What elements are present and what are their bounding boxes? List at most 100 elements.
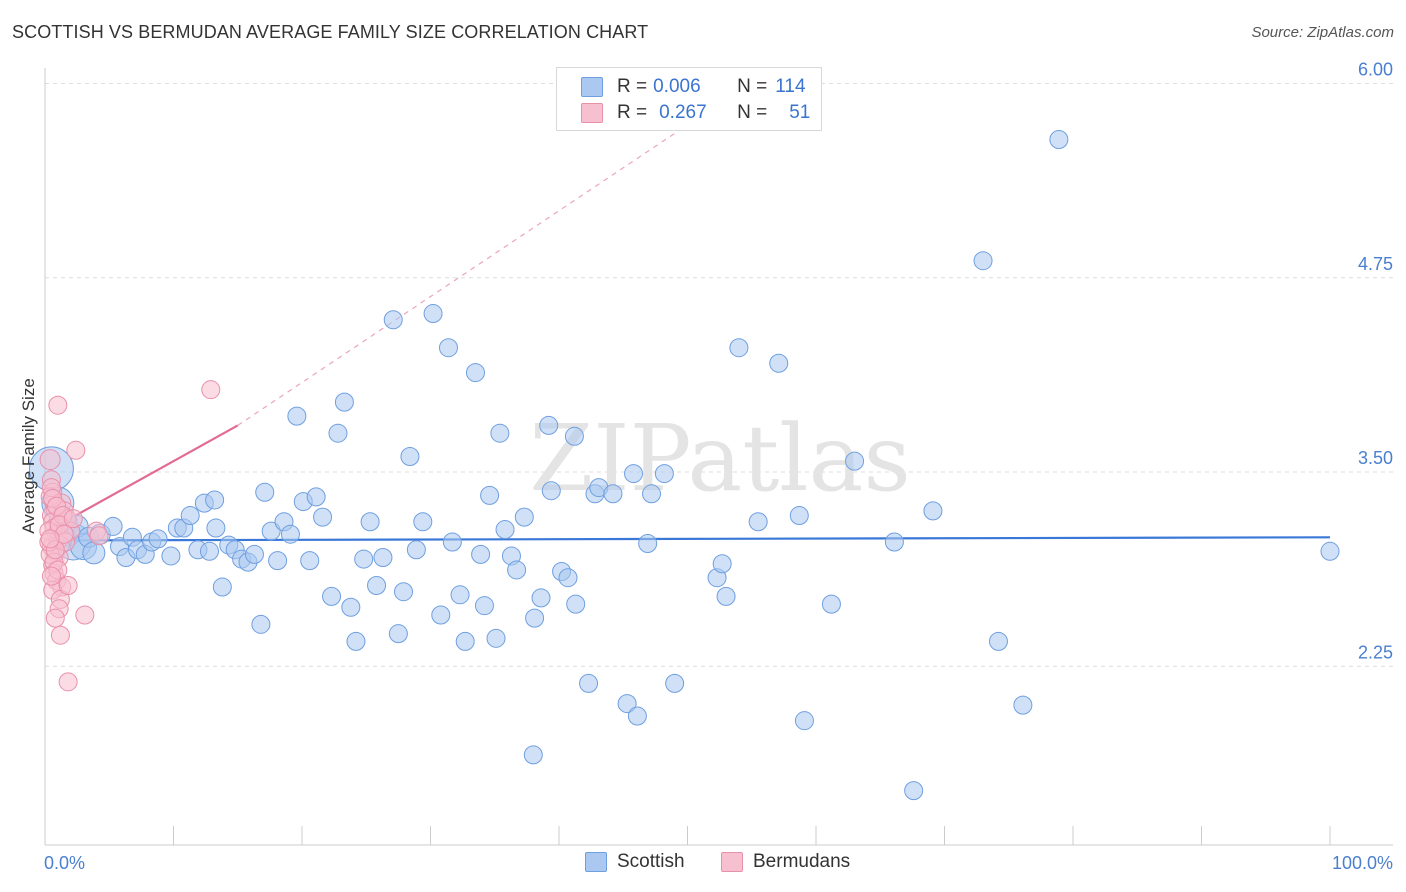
point-scottish — [507, 560, 527, 580]
point-scottish — [821, 594, 841, 614]
point-scottish — [558, 568, 578, 588]
legend-swatch-bermudans — [581, 103, 603, 123]
point-bermudans — [63, 509, 83, 529]
point-scottish — [406, 540, 426, 560]
legend-n-label: N = — [737, 76, 768, 97]
point-scottish — [486, 628, 506, 648]
point-scottish — [539, 415, 559, 435]
point-bermudans — [40, 529, 60, 549]
point-scottish — [383, 310, 403, 330]
series-swatch-bermudans — [721, 852, 743, 872]
point-scottish — [413, 512, 433, 532]
point-scottish — [354, 549, 374, 569]
point-scottish — [923, 501, 943, 521]
point-scottish — [904, 781, 924, 801]
point-scottish — [1320, 541, 1340, 561]
legend-r-value: 0.006 — [653, 76, 701, 97]
point-scottish — [712, 554, 732, 574]
point-bermudans — [66, 440, 86, 460]
point-scottish — [161, 546, 181, 566]
point-scottish — [1049, 129, 1069, 149]
point-scottish — [523, 745, 543, 765]
point-scottish — [268, 551, 288, 571]
grid-lines — [45, 83, 1393, 667]
point-scottish — [566, 594, 586, 614]
x-tick-label-min: 0.0% — [44, 853, 85, 873]
point-scottish — [748, 512, 768, 532]
point-scottish — [373, 548, 393, 568]
series-legend-scottish: Scottish — [585, 851, 685, 873]
point-scottish — [341, 597, 361, 617]
point-scottish — [455, 631, 475, 651]
point-scottish — [400, 447, 420, 466]
series-swatch-scottish — [585, 852, 607, 872]
y-tick-label: 3.50 — [1358, 448, 1393, 468]
point-scottish — [474, 596, 494, 616]
point-scottish — [261, 521, 281, 541]
point-scottish — [205, 490, 225, 510]
point-scottish — [471, 544, 491, 564]
point-scottish — [627, 706, 647, 726]
point-scottish — [180, 506, 200, 526]
point-scottish — [624, 464, 644, 484]
point-scottish — [495, 520, 515, 540]
chart-title: SCOTTISH VS BERMUDAN AVERAGE FAMILY SIZE… — [12, 22, 649, 42]
point-scottish — [346, 631, 366, 651]
point-scottish — [1013, 695, 1033, 715]
point-bermudans — [41, 566, 61, 586]
point-bermudans — [39, 449, 61, 471]
point-scottish — [450, 585, 470, 605]
point-scottish — [617, 694, 637, 714]
point-scottish — [442, 532, 462, 552]
point-scottish — [306, 487, 326, 507]
point-scottish — [541, 481, 561, 501]
point-scottish — [654, 464, 674, 484]
y-tick-label: 4.75 — [1358, 254, 1393, 274]
point-scottish — [642, 484, 662, 504]
x-ticks — [173, 826, 1331, 845]
point-scottish — [531, 588, 551, 608]
point-scottish — [367, 575, 387, 595]
point-scottish — [244, 544, 264, 564]
point-scottish — [564, 426, 584, 446]
point-scottish — [431, 605, 451, 625]
legend-n-value: 114 — [775, 76, 806, 97]
point-bermudans — [75, 605, 95, 625]
point-scottish — [769, 353, 789, 373]
data-points — [28, 129, 1340, 801]
point-scottish — [360, 512, 380, 532]
point-bermudans — [45, 608, 65, 628]
y-tick-labels: 2.25 3.50 4.75 6.00 — [1358, 60, 1393, 663]
point-scottish — [388, 624, 408, 644]
legend-n-value: 51 — [789, 102, 811, 123]
point-scottish — [638, 534, 658, 554]
y-tick-label: 6.00 — [1358, 60, 1393, 80]
stats-legend: R = 0.006 N = 114 R = 0.267 N = 51 — [556, 67, 822, 131]
point-scottish — [287, 406, 307, 426]
point-scottish — [665, 673, 685, 693]
point-scottish — [603, 484, 623, 504]
point-scottish — [280, 524, 300, 544]
point-scottish — [465, 363, 485, 383]
point-scottish — [212, 577, 232, 597]
point-scottish — [789, 506, 809, 526]
point-bermudans — [58, 575, 78, 595]
point-bermudans — [89, 526, 109, 546]
series-label-bermudans: Bermudans — [753, 851, 851, 872]
point-scottish — [480, 485, 500, 505]
point-scottish — [973, 251, 993, 271]
chart-source: Source: ZipAtlas.com — [1251, 24, 1394, 41]
point-scottish — [148, 529, 168, 549]
point-bermudans — [48, 395, 68, 415]
point-scottish — [729, 338, 749, 358]
point-scottish — [579, 673, 599, 693]
legend-row-bermudans: R = 0.267 N = 51 — [581, 100, 810, 126]
y-axis-label: Average Family Size — [19, 378, 38, 534]
trend-line-scottish — [47, 536, 1331, 542]
point-scottish — [328, 423, 348, 443]
point-scottish — [884, 532, 904, 552]
trend-extension-bermudans — [237, 98, 727, 426]
point-scottish — [82, 541, 106, 565]
point-scottish — [423, 304, 443, 324]
point-bermudans — [50, 625, 70, 645]
